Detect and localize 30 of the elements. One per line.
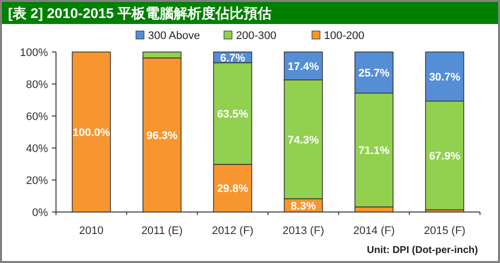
data-label: 29.8%: [217, 183, 248, 196]
x-tick-label: 2011 (E): [141, 225, 183, 237]
x-tick-label: 2010: [79, 225, 104, 237]
data-label: 17.4%: [288, 60, 320, 73]
data-label: 63.5%: [217, 108, 248, 121]
y-tick-label: 80%: [26, 79, 48, 91]
bar: [72, 52, 111, 212]
y-tick-label: 20%: [26, 175, 48, 187]
x-tick-label: 2012 (F): [212, 225, 254, 237]
x-tick-label: 2013 (F): [282, 225, 324, 237]
y-tick-label: 60%: [26, 111, 48, 123]
y-tick-label: 100%: [20, 47, 48, 59]
data-label: 30.7%: [429, 72, 460, 84]
x-tick-label: 2014 (F): [353, 225, 395, 237]
y-tick-label: 0%: [32, 207, 48, 219]
legend-label: 200-300: [236, 30, 276, 42]
data-label: 6.7%: [220, 52, 246, 64]
legend-label: 100-200: [324, 30, 364, 42]
data-label: 96.3%: [146, 130, 178, 142]
y-tick-label: 40%: [26, 143, 48, 155]
data-label: 25.7%: [358, 68, 390, 80]
data-label: 67.9%: [429, 150, 460, 162]
x-tick-label: 2015 (F): [424, 225, 466, 237]
data-label: 74.3%: [288, 134, 320, 146]
legend-label: 300 Above: [148, 30, 200, 42]
data-label: 100.0%: [72, 127, 110, 139]
data-label: 71.1%: [358, 145, 390, 157]
text: Unit: DPI (Dot-per-inch): [366, 245, 478, 256]
chart-title: [表 2] 2010-2015 平板電腦解析度佔比預估: [8, 5, 272, 21]
data-label: 8.3%: [290, 200, 316, 212]
